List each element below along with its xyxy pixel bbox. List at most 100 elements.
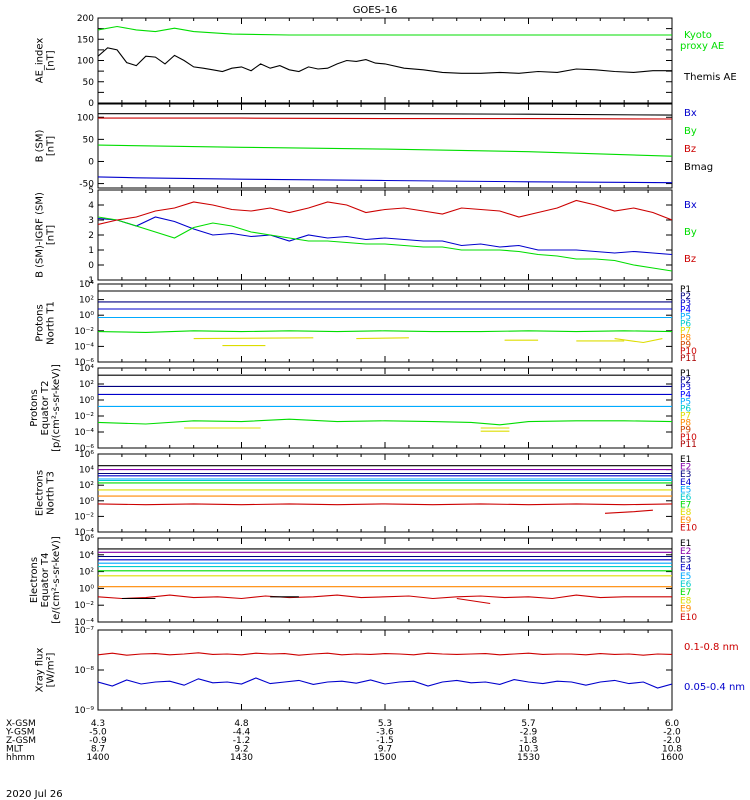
legend-item: Bx <box>684 200 697 211</box>
orbit-value: -0.9 <box>89 736 107 746</box>
y-tick-label: 10² <box>79 568 94 578</box>
legend-item: 0.05-0.4 nm <box>684 682 745 693</box>
y-tick-label: 0 <box>88 261 94 271</box>
y-tick-label: 10⁻⁷ <box>74 626 94 636</box>
series-line <box>98 176 672 184</box>
legend-line: proxy AE <box>680 41 724 52</box>
y-axis-label: [nT] <box>46 50 57 70</box>
legend-item: E4 <box>680 478 692 488</box>
legend-item: By <box>684 227 697 238</box>
y-axis-label: AE_index <box>35 38 46 84</box>
orbit-value: -2.9 <box>520 728 538 738</box>
y-tick-label: 10⁴ <box>79 466 94 476</box>
series-line <box>456 597 491 605</box>
legend-item: E6 <box>680 493 692 503</box>
series-line <box>98 216 672 272</box>
y-axis-label: Protons <box>35 304 46 341</box>
y-tick-label: 10⁴ <box>79 551 94 561</box>
panel-frame <box>97 367 673 449</box>
legend-item: Bx <box>684 108 697 119</box>
legend-item: P2 <box>680 376 691 386</box>
y-tick-label: 150 <box>77 35 94 45</box>
legend-item: E7 <box>680 501 691 511</box>
panel-8: 10⁻⁹ 10⁻⁸ 10⁻⁷ Xray flux [W/m²] 0.1-0.8 nm 0.0… <box>35 626 746 716</box>
panel-frame <box>97 537 673 623</box>
legend-item: P10 <box>680 347 697 357</box>
series-line <box>98 199 672 226</box>
y-tick-label: 10⁻⁹ <box>74 706 94 716</box>
legend-item: Bz <box>684 144 696 155</box>
legend-item: P7 <box>680 412 691 422</box>
orbit-value: 5.7 <box>521 719 535 729</box>
legend-item: E2 <box>680 463 691 473</box>
legend-item: P8 <box>680 419 691 429</box>
chart-title: GOES-16 <box>353 5 398 16</box>
orbit-row-label: hhmm <box>6 753 35 763</box>
date-label: 2020 Jul 26 <box>6 789 63 800</box>
legend-item: P11 <box>680 354 697 364</box>
series-line <box>98 144 672 157</box>
y-tick-label: 10⁴ <box>79 364 94 374</box>
y-axis-label: B (SM) <box>35 129 46 162</box>
orbit-value: 4.8 <box>234 719 249 729</box>
series-line <box>98 594 672 600</box>
legend-item: P10 <box>680 433 697 443</box>
series-line <box>98 47 672 74</box>
legend-item: 0.1-0.8 nm <box>684 642 739 653</box>
orbit-value: -4.4 <box>233 728 251 738</box>
orbit-value: 8.7 <box>91 745 105 755</box>
legend-item: P5 <box>680 397 691 407</box>
y-tick-label: 10⁻² <box>74 512 94 522</box>
legend-line: Kyoto <box>684 30 712 41</box>
series-line <box>98 503 672 506</box>
panel-1: 0 50 100 150 200 AE_index [nT] Kyoto proxy AE The… <box>35 14 737 109</box>
panel-2: -50 0 50 100 B (SM) [nT] Bx By Bz Bmag <box>35 103 713 190</box>
y-tick-label: 10⁻² <box>74 327 94 337</box>
legend-item: P4 <box>680 390 691 400</box>
y-tick-label: 5 <box>88 186 94 196</box>
legend-item: P6 <box>680 404 691 414</box>
y-tick-label: 10⁻⁶ <box>74 358 94 368</box>
orbit-value: 6.0 <box>665 719 680 729</box>
series-line <box>193 337 314 340</box>
legend-item: P7 <box>680 326 691 336</box>
y-axis-label: Equator T2 <box>40 381 51 436</box>
legend-item: E5 <box>680 485 691 495</box>
legend-item: P9 <box>680 340 691 350</box>
legend-item: E3 <box>680 470 691 480</box>
series-line <box>98 677 672 689</box>
y-tick-label: 10⁻⁸ <box>74 666 94 676</box>
legend-item: E1 <box>680 539 691 549</box>
orbit-value: 1400 <box>87 753 110 763</box>
panel-frame <box>97 629 673 711</box>
legend-item: E5 <box>680 572 691 582</box>
legend-item: By <box>684 126 697 137</box>
orbit-value: 9.7 <box>378 745 392 755</box>
series-line <box>614 338 663 344</box>
y-tick-label: 10⁰ <box>79 497 94 507</box>
y-tick-label: -50 <box>79 180 94 190</box>
series-line <box>98 216 672 256</box>
y-tick-label: 10⁻⁴ <box>74 428 94 438</box>
y-tick-label: 10⁶ <box>79 450 94 460</box>
legend-item: E4 <box>680 564 692 574</box>
orbit-value: 9.2 <box>234 745 248 755</box>
y-tick-label: 10² <box>79 296 94 306</box>
orbit-value: -1.5 <box>376 736 394 746</box>
y-axis-label: [W/m²] <box>46 652 57 687</box>
y-axis-label: Electrons <box>29 557 40 603</box>
orbit-row-label: Y-GSM <box>5 728 34 738</box>
y-tick-label: 10⁻⁴ <box>74 342 94 352</box>
legend-item: P3 <box>680 383 691 393</box>
legend-item: E7 <box>680 588 691 598</box>
y-axis-label: Electrons <box>35 470 46 516</box>
series-line <box>98 652 672 656</box>
orbit-row-label: X-GSM <box>6 719 36 729</box>
panel-frame <box>97 283 673 363</box>
orbit-value: 4.3 <box>91 719 105 729</box>
y-tick-label: 10⁻⁴ <box>74 618 94 628</box>
legend-item: E1 <box>680 455 691 465</box>
